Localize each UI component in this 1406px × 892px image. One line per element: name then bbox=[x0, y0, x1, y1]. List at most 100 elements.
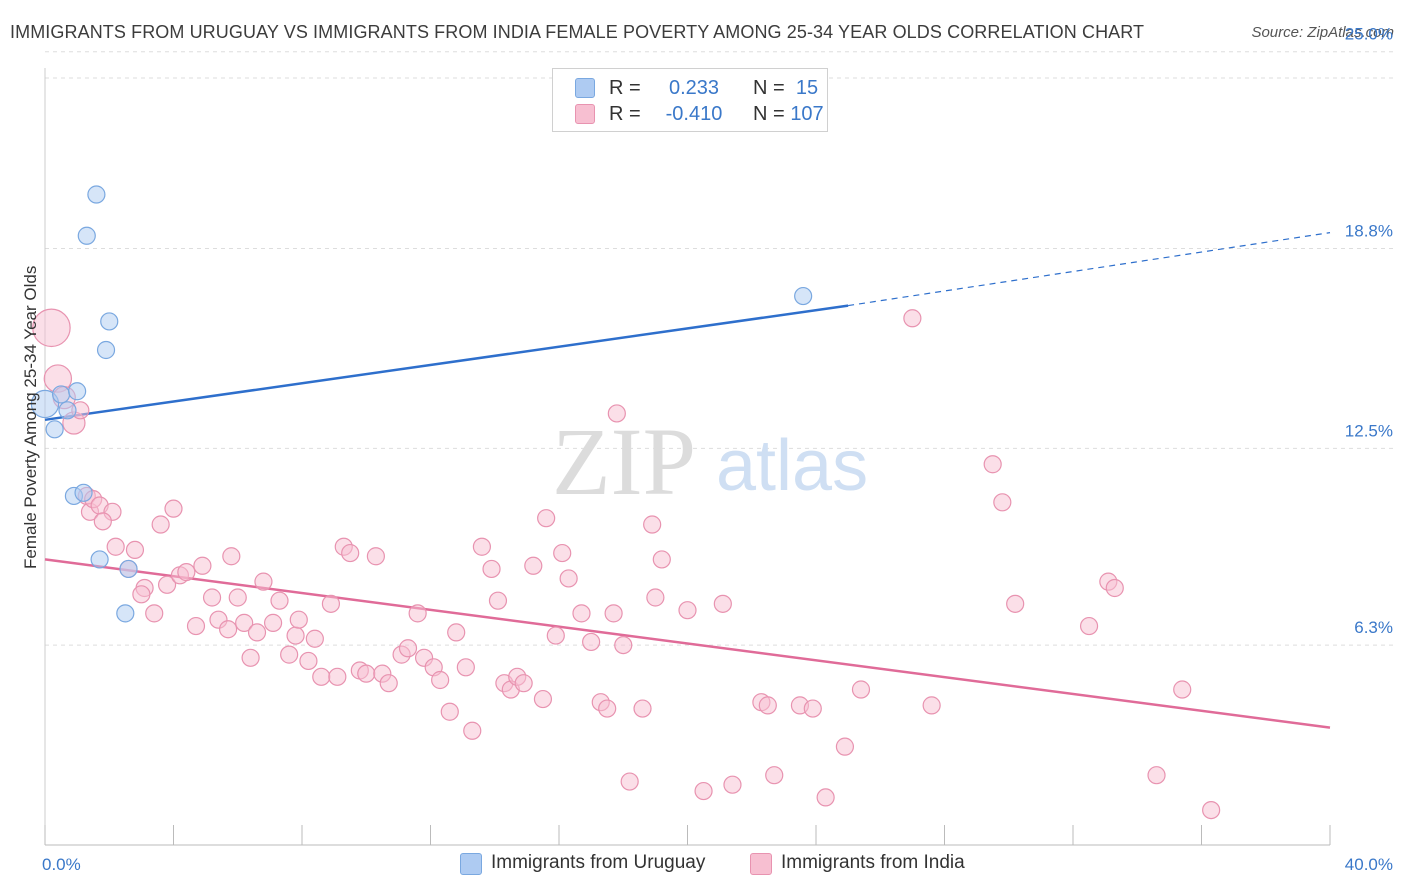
chart-title: IMMIGRANTS FROM URUGUAY VS IMMIGRANTS FR… bbox=[10, 22, 1145, 42]
uruguay-point bbox=[45, 420, 64, 439]
watermark: ZIP atlas bbox=[552, 408, 868, 515]
tick-labels: 6.3% 12.5% 18.8% 25.0% 0.0% 40.0% bbox=[42, 25, 1393, 874]
legend-label: Immigrants from India bbox=[781, 852, 965, 873]
uruguay-point bbox=[58, 401, 77, 420]
x-tick-label: 0.0% bbox=[42, 855, 81, 874]
grid-layer bbox=[45, 51, 1394, 646]
uruguay-point bbox=[68, 382, 87, 401]
india-point bbox=[488, 591, 508, 610]
uruguay-point bbox=[116, 604, 135, 623]
india-point bbox=[598, 699, 617, 718]
y-axis-label: Female Poverty Among 25-34 Year Olds bbox=[21, 265, 40, 569]
india-point bbox=[1173, 680, 1192, 699]
n-value: 107 bbox=[790, 103, 824, 125]
india-point bbox=[758, 696, 777, 715]
r-value: -0.410 bbox=[665, 103, 723, 125]
india-point bbox=[157, 575, 177, 594]
india-point bbox=[280, 645, 299, 664]
india-swatch bbox=[575, 104, 595, 124]
india-point bbox=[694, 781, 713, 801]
india-point bbox=[299, 651, 318, 671]
n-value: 15 bbox=[795, 77, 819, 99]
india-point bbox=[222, 547, 241, 566]
india-point bbox=[678, 601, 697, 620]
india-point bbox=[270, 591, 289, 610]
source-label: Source: ZipAtlas.com bbox=[1251, 24, 1394, 41]
india-point bbox=[646, 588, 665, 607]
india-point bbox=[620, 772, 639, 791]
india-point bbox=[431, 670, 450, 690]
india-point bbox=[177, 563, 196, 582]
watermark-zip: ZIP bbox=[552, 408, 696, 515]
india-point bbox=[228, 588, 247, 607]
india-point bbox=[604, 604, 623, 623]
india-point bbox=[106, 537, 125, 556]
india-point bbox=[456, 658, 475, 677]
y-tick-label: 6.3% bbox=[1354, 618, 1393, 637]
india-point bbox=[652, 550, 671, 569]
india-point bbox=[1079, 616, 1099, 636]
india-point bbox=[553, 543, 572, 563]
india-point bbox=[482, 559, 501, 579]
india-point bbox=[398, 639, 418, 658]
india-point bbox=[643, 515, 662, 534]
india-point bbox=[379, 674, 398, 693]
india-point bbox=[803, 699, 822, 718]
uruguay-swatch bbox=[460, 853, 482, 875]
uruguay-point bbox=[90, 550, 109, 569]
india-point bbox=[537, 509, 556, 528]
india-point bbox=[125, 540, 145, 560]
india-point bbox=[235, 613, 254, 632]
india-point bbox=[1105, 578, 1124, 598]
x-tick-label: 40.0% bbox=[1345, 855, 1393, 874]
n-label: N = bbox=[753, 77, 785, 99]
india-point bbox=[32, 308, 71, 348]
india-point bbox=[607, 404, 626, 423]
india-point bbox=[312, 667, 331, 686]
axis-layer bbox=[44, 68, 1331, 846]
india-point bbox=[366, 547, 385, 566]
india-point bbox=[633, 699, 652, 718]
correlation-legend: R = 0.233 N = 15 R = -0.410 N = 107 bbox=[552, 68, 828, 132]
india-point bbox=[247, 623, 267, 642]
india-point bbox=[241, 648, 260, 667]
india-point bbox=[164, 499, 183, 518]
india-point bbox=[1006, 594, 1025, 613]
points-layer bbox=[30, 185, 1221, 820]
uruguay-point bbox=[51, 385, 71, 404]
y-tick-label: 25.0% bbox=[1345, 25, 1393, 44]
india-point bbox=[559, 569, 578, 588]
india-point bbox=[1202, 800, 1221, 820]
india-point bbox=[305, 629, 324, 648]
uruguay-point bbox=[100, 312, 119, 331]
india-point bbox=[983, 455, 1002, 474]
uruguay-point bbox=[30, 389, 60, 419]
india-point bbox=[723, 775, 742, 794]
india-point bbox=[765, 766, 784, 785]
india-point bbox=[151, 515, 170, 534]
uruguay-point bbox=[794, 286, 813, 306]
india-point bbox=[851, 680, 871, 699]
india-point bbox=[572, 604, 591, 623]
india-point bbox=[903, 309, 922, 328]
india-point bbox=[202, 588, 222, 607]
india-swatch bbox=[750, 853, 772, 875]
india-point bbox=[289, 610, 308, 629]
y-tick-label: 12.5% bbox=[1345, 421, 1393, 440]
india-point bbox=[132, 585, 151, 604]
india-point bbox=[816, 788, 835, 807]
r-label: R = bbox=[609, 103, 641, 125]
india-point bbox=[341, 543, 360, 563]
india-point bbox=[524, 556, 543, 575]
india-point bbox=[408, 604, 427, 623]
india-point bbox=[254, 572, 273, 591]
india-trend-line bbox=[44, 558, 1331, 729]
india-point bbox=[993, 493, 1012, 512]
india-point bbox=[713, 594, 732, 613]
india-point bbox=[440, 702, 459, 721]
uruguay-point bbox=[119, 559, 138, 579]
india-point bbox=[263, 613, 283, 632]
india-point bbox=[546, 626, 565, 645]
uruguay-trend-line bbox=[44, 304, 849, 422]
